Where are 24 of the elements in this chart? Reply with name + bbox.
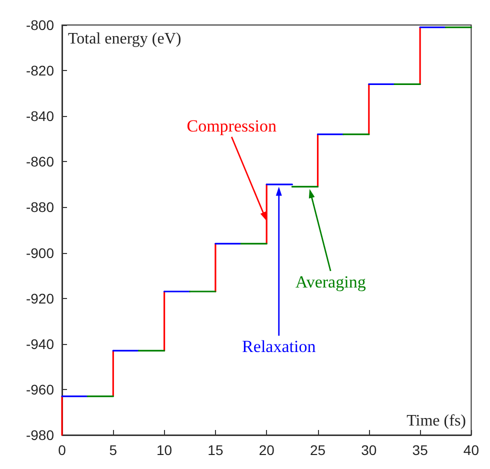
y-tick-label: -800: [26, 17, 54, 33]
x-tick-label: 40: [463, 442, 480, 458]
x-axis-title: Time (fs): [406, 412, 466, 430]
y-tick-label: -940: [26, 336, 54, 352]
y-tick-label: -880: [26, 199, 54, 216]
y-tick-label: -920: [26, 290, 54, 306]
x-tick-label: 25: [310, 442, 326, 458]
y-tick-label: -860: [26, 154, 54, 170]
annotation: Compression: [186, 116, 277, 136]
y-axis-title: Total energy (eV): [68, 30, 182, 48]
x-tick-label: 0: [58, 442, 66, 458]
x-tick-label: 15: [208, 442, 224, 458]
x-tick-label: 35: [412, 442, 428, 458]
x-tick-label: 10: [156, 442, 172, 458]
y-tick-label: -900: [26, 244, 54, 261]
x-tick-label: 20: [258, 442, 275, 458]
y-tick-label: -980: [26, 427, 54, 443]
annotation: Relaxation: [242, 337, 316, 356]
x-tick-label: 30: [361, 442, 377, 458]
y-tick-label: -820: [26, 62, 54, 79]
x-tick-label: 5: [109, 442, 118, 458]
y-tick-label: -960: [26, 381, 54, 398]
y-tick-label: -840: [26, 108, 54, 124]
annotation: Averaging: [295, 272, 366, 292]
